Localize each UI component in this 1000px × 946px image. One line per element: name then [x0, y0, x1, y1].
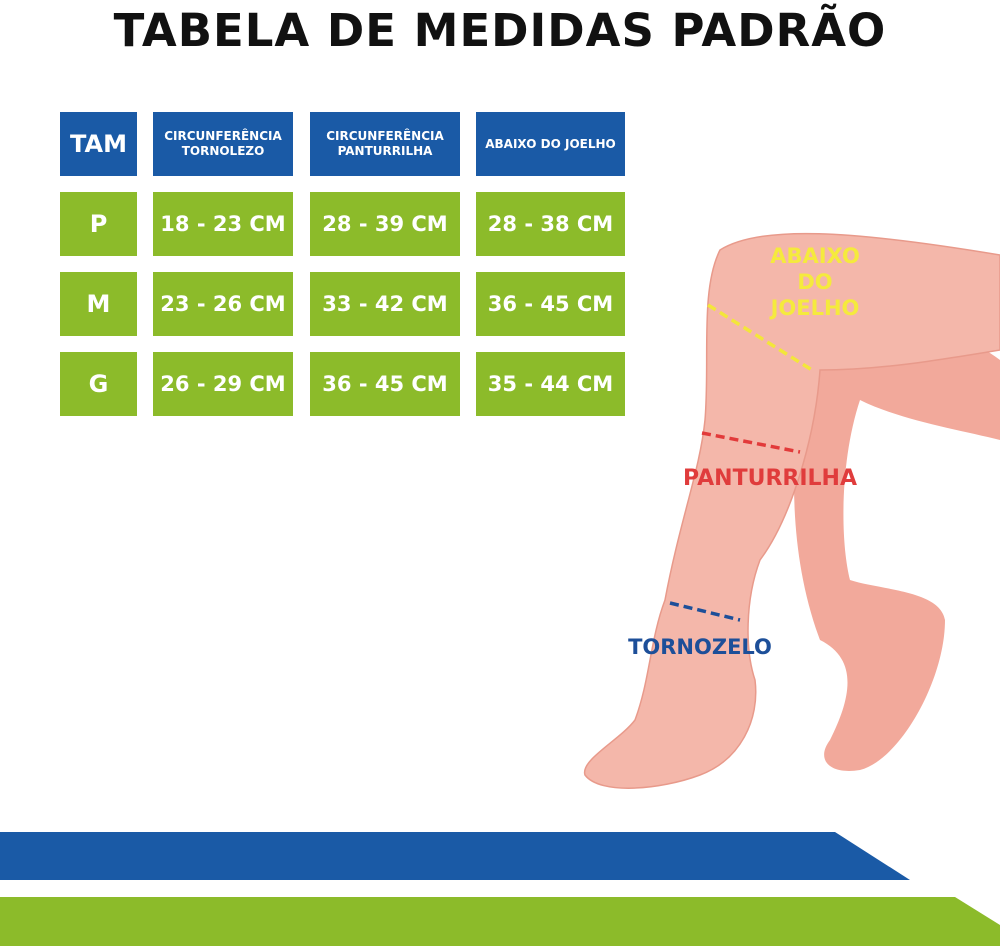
table-cell: 35 - 44 CM	[476, 352, 625, 416]
table-cell: 28 - 38 CM	[476, 192, 625, 256]
table-cell: G	[60, 352, 137, 416]
table-cell: 33 - 42 CM	[310, 272, 460, 336]
table-cell: 28 - 39 CM	[310, 192, 460, 256]
ankle-line	[669, 601, 741, 622]
knee-label: ABAIXO DO JOELHO	[770, 244, 860, 320]
table-cell: 23 - 26 CM	[153, 272, 293, 336]
table-cell: 36 - 45 CM	[476, 272, 625, 336]
ankle-label: TORNOZELO	[628, 635, 772, 659]
title: TABELA DE MEDIDAS PADRÃO	[113, 4, 887, 57]
back-leg	[794, 288, 1000, 771]
table-cell: P	[60, 192, 137, 256]
green-stripe	[0, 897, 1000, 946]
header-cell: CIRCUNFERÊNCIA TORNOLEZO	[153, 112, 293, 176]
table-cell: 26 - 29 CM	[153, 352, 293, 416]
blue-stripe	[0, 832, 910, 880]
calf-label: PANTURRILHA	[683, 466, 857, 491]
table-cell: 36 - 45 CM	[310, 352, 460, 416]
calf-line	[701, 431, 801, 454]
knee-line	[707, 303, 813, 372]
table-cell: M	[60, 272, 137, 336]
header-cell: ABAIXO DO JOELHO	[476, 112, 625, 176]
table-cell: 18 - 23 CM	[153, 192, 293, 256]
header-cell: TAM	[60, 112, 137, 176]
header-cell: CIRCUNFERÊNCIA PANTURRILHA	[310, 112, 460, 176]
front-leg	[584, 232, 1000, 789]
